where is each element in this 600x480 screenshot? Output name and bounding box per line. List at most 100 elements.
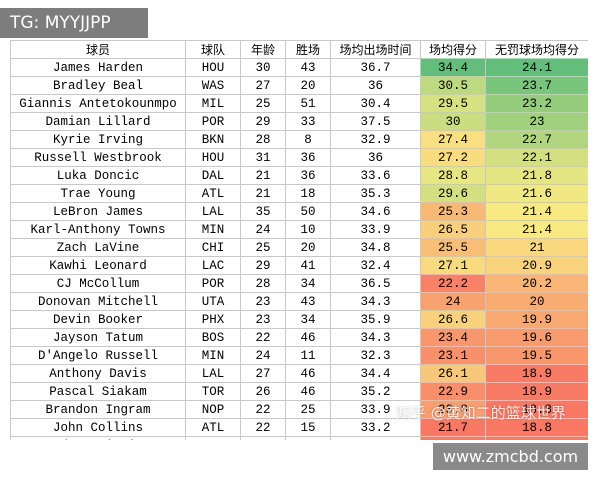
player-cell: Devin Booker — [10, 310, 186, 329]
data-cell: PHX — [185, 310, 241, 329]
data-cell: 18.8 — [485, 400, 588, 419]
table-row: Zach LaVine CHI 25 20 34.8 25.5 21 — [10, 238, 588, 257]
data-cell: 21.4 — [485, 220, 588, 239]
data-cell: ATL — [185, 418, 241, 437]
header-row: 球员 球队 年龄 胜场 场均出场时间 场均得分 无罚球场均得分 — [10, 40, 588, 59]
table-row: Trae Young ATL 21 18 35.3 29.6 21.6 — [10, 184, 588, 203]
data-cell: 22.9 — [420, 382, 486, 401]
data-cell: LAL — [185, 202, 241, 221]
data-cell: 36 — [285, 166, 331, 185]
data-cell: 36 — [330, 148, 421, 167]
data-cell: HOU — [185, 148, 241, 167]
table-row: Brandon Ingram NOP 22 25 33.9 23.8 18.8 — [10, 400, 588, 419]
table-row: Devin Booker PHX 23 34 35.9 26.6 19.9 — [10, 310, 588, 329]
data-cell: WAS — [185, 76, 241, 95]
data-cell: 21.8 — [420, 436, 486, 440]
player-cell: Donovan Mitchell — [10, 292, 186, 311]
table-row: Damian Lillard POR 29 33 37.5 30 23 — [10, 112, 588, 131]
data-cell: 22.2 — [420, 274, 486, 293]
data-cell: 34 — [285, 274, 331, 293]
player-cell: Damian Lillard — [10, 112, 186, 131]
data-cell: 30.5 — [420, 76, 486, 95]
player-cell: James Harden — [10, 58, 186, 77]
data-cell: 26.1 — [420, 364, 486, 383]
data-cell: 27.4 — [420, 130, 486, 149]
data-cell: 34.4 — [330, 436, 421, 440]
data-cell: 25.3 — [420, 202, 486, 221]
data-cell: 21 — [485, 238, 588, 257]
data-cell: 31 — [240, 148, 286, 167]
data-cell: 19.5 — [485, 346, 588, 365]
data-cell: 36.7 — [330, 58, 421, 77]
table-row: CJ McCollum POR 28 34 36.5 22.2 20.2 — [10, 274, 588, 293]
table-row: John Collins ATL 22 15 33.2 21.7 18.8 — [10, 418, 588, 437]
data-cell: 26 — [240, 382, 286, 401]
player-cell: Brandon Ingram — [10, 400, 186, 419]
data-cell: 21.8 — [485, 166, 588, 185]
header-cell: 胜场 — [285, 40, 331, 59]
player-cell: Trae Young — [10, 184, 186, 203]
data-cell: 26.5 — [420, 220, 486, 239]
data-cell: POR — [185, 112, 241, 131]
table-row: D'Angelo Russell MIN 24 11 32.3 23.1 19.5 — [10, 346, 588, 365]
data-cell: 25 — [285, 400, 331, 419]
data-cell: 36 — [285, 148, 331, 167]
data-cell: 25 — [240, 238, 286, 257]
data-cell: 25 — [240, 436, 286, 440]
data-cell: 46 — [285, 382, 331, 401]
data-cell: 21 — [240, 166, 286, 185]
header-cell: 球员 — [10, 40, 186, 59]
table-row: Donovan Mitchell UTA 23 43 34.3 24 20 — [10, 292, 588, 311]
data-cell: 30.4 — [330, 94, 421, 113]
data-cell: 29.5 — [420, 94, 486, 113]
data-cell: 34.8 — [330, 238, 421, 257]
data-cell: 36.5 — [330, 274, 421, 293]
data-cell: 37.5 — [330, 112, 421, 131]
data-cell: 27 — [240, 364, 286, 383]
data-cell: 35 — [240, 202, 286, 221]
header-cell: 无罚球场均得分 — [485, 40, 588, 59]
data-cell: 15 — [285, 418, 331, 437]
player-cell: Pascal Siakam — [10, 382, 186, 401]
data-cell: 8 — [285, 130, 331, 149]
data-cell: 21.6 — [485, 184, 588, 203]
watermark-top: TG: MYYJJPP — [0, 8, 148, 38]
table-row: Kawhi Leonard LAC 29 41 32.4 27.1 20.9 — [10, 256, 588, 275]
data-cell: 34.6 — [330, 202, 421, 221]
data-cell: 33 — [285, 112, 331, 131]
data-cell: 24 — [240, 220, 286, 239]
data-cell: 22 — [240, 418, 286, 437]
data-cell: UTA — [185, 292, 241, 311]
table-row: Karl-Anthony Towns MIN 24 10 33.9 26.5 21.4 — [10, 220, 588, 239]
data-cell: LAL — [185, 364, 241, 383]
data-cell: ATL — [185, 184, 241, 203]
data-cell: 34.3 — [330, 292, 421, 311]
data-cell: 26.6 — [420, 310, 486, 329]
header-cell: 球队 — [185, 40, 241, 59]
table-row: Luka Doncic DAL 21 36 33.6 28.8 21.8 — [10, 166, 588, 185]
data-cell: NOP — [185, 400, 241, 419]
player-cell: Kyrie Irving — [10, 130, 186, 149]
data-cell: 43 — [285, 58, 331, 77]
data-cell: 20 — [285, 76, 331, 95]
data-cell: 24 — [240, 346, 286, 365]
data-cell: BKN — [185, 130, 241, 149]
data-cell: 20.2 — [485, 274, 588, 293]
data-cell: MIN — [185, 220, 241, 239]
table-row: Russell Westbrook HOU 31 36 36 27.2 22.1 — [10, 148, 588, 167]
data-cell: 35.2 — [330, 382, 421, 401]
data-cell: 20.9 — [485, 256, 588, 275]
data-cell: 29 — [240, 256, 286, 275]
player-cell: LeBron James — [10, 202, 186, 221]
player-cell: Jayson Tatum — [10, 328, 186, 347]
watermark-bottom: www.zmcbd.com — [433, 443, 588, 470]
stats-table: 球员 球队 年龄 胜场 场均出场时间 场均得分 无罚球场均得分 James Harden HO… — [10, 40, 588, 440]
data-cell: 22.1 — [485, 148, 588, 167]
data-cell: 46 — [285, 328, 331, 347]
data-cell: 34.4 — [330, 364, 421, 383]
data-cell: 23.7 — [485, 76, 588, 95]
data-cell: 22.7 — [485, 130, 588, 149]
table-row: Jayson Tatum BOS 22 46 34.3 23.4 19.6 — [10, 328, 588, 347]
table-wrap: 球员 球队 年龄 胜场 场均出场时间 场均得分 无罚球场均得分 James Harden HO… — [10, 40, 588, 440]
data-cell: CHI — [185, 238, 241, 257]
